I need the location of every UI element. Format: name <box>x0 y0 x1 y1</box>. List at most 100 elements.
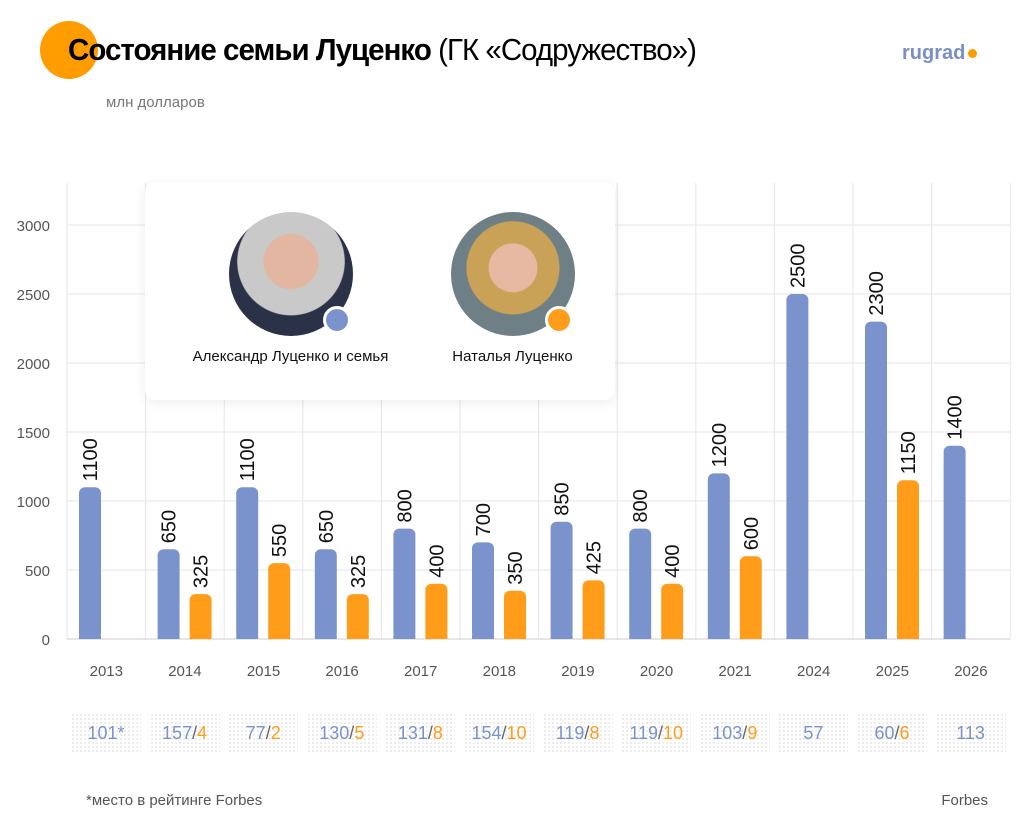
bar-alexander <box>472 542 494 639</box>
forbes-rank: 113 <box>935 713 1006 753</box>
forbes-rank: 57 <box>778 713 849 753</box>
bar-base <box>189 635 212 639</box>
orange-series-marker-icon <box>544 306 573 334</box>
bar-natalia <box>189 594 212 639</box>
blue-series-marker-icon <box>322 306 351 334</box>
rank-natalia: 8 <box>589 723 600 743</box>
data-label: 2300 <box>866 271 888 316</box>
bar-natalia <box>897 480 919 639</box>
bar-natalia <box>425 583 448 639</box>
rank-alexander: 154 <box>471 723 502 743</box>
bar-alexander <box>943 445 966 639</box>
y-tick-label: 0 <box>42 632 50 649</box>
data-label: 700 <box>473 503 495 536</box>
bar-base <box>786 635 809 639</box>
bar-base <box>943 635 966 639</box>
bar-base <box>314 635 337 639</box>
x-tick-label: 2014 <box>168 663 201 680</box>
bar-alexander <box>786 294 809 639</box>
bar-base <box>504 635 526 639</box>
forbes-rank: 101* <box>71 713 141 753</box>
bar-alexander <box>236 487 259 639</box>
chart-title: Состояние семьи Луценко (ГК «Содружество… <box>68 32 697 68</box>
data-label: 650 <box>316 510 338 543</box>
rank-natalia: 6 <box>899 723 910 743</box>
x-tick-label: 2020 <box>640 663 673 680</box>
bar-base <box>236 635 259 639</box>
rank-separator: / <box>427 723 433 743</box>
rank-alexander: 77 <box>245 723 266 743</box>
alexander-photo <box>228 212 353 336</box>
data-label: 550 <box>269 524 291 557</box>
rank-alexander: 119 <box>629 723 659 743</box>
data-label: 1100 <box>237 438 259 481</box>
bar-natalia <box>582 580 605 639</box>
data-label: 400 <box>426 544 448 577</box>
forbes-rank: 157/4 <box>149 713 220 753</box>
x-tick-label: 2013 <box>90 663 123 680</box>
logo: rugrad <box>902 42 978 65</box>
forbes-rank: 154/10 <box>464 713 534 753</box>
rank-natalia: 5 <box>354 723 365 743</box>
bar-base <box>661 635 684 639</box>
data-label: 1150 <box>898 431 920 474</box>
bar-natalia <box>504 590 526 639</box>
bar-base <box>393 635 416 639</box>
data-label: 1100 <box>80 438 102 481</box>
bar-natalia <box>739 556 762 639</box>
y-tick-label: 500 <box>25 563 50 580</box>
rank-alexander: 131 <box>397 723 428 743</box>
bar-base <box>79 635 101 639</box>
bar-natalia <box>268 563 291 639</box>
natalia-photo <box>450 212 575 336</box>
data-label: 1400 <box>945 395 967 440</box>
rank-natalia: 8 <box>432 723 443 743</box>
bar-alexander <box>79 487 101 639</box>
bar-base <box>582 635 605 639</box>
x-tick-label: 2016 <box>325 663 358 680</box>
bar-alexander <box>707 473 730 639</box>
x-tick-label: 2018 <box>483 663 516 680</box>
rank-separator: / <box>192 723 198 743</box>
data-label: 800 <box>630 489 652 522</box>
data-label: 850 <box>552 482 574 515</box>
data-label: 325 <box>348 555 370 588</box>
bar-base <box>629 635 652 639</box>
bar-alexander <box>314 549 337 639</box>
rank-natalia: 2 <box>270 723 281 743</box>
x-tick-label: 2021 <box>718 663 751 680</box>
legend-card: Александр Луценко и семья Наталья Луценк… <box>145 182 615 400</box>
source: Forbes <box>941 792 988 809</box>
title-bold: Состояние семьи Луценко <box>68 32 432 67</box>
data-label: 2500 <box>787 244 809 289</box>
y-tick-label: 1000 <box>17 494 50 511</box>
rank-separator: / <box>658 723 664 743</box>
x-tick-label: 2025 <box>876 663 909 680</box>
bar-alexander <box>550 521 573 639</box>
data-label: 800 <box>394 489 416 522</box>
data-label: 425 <box>584 541 606 574</box>
forbes-rank: 60/6 <box>857 713 927 753</box>
bar-alexander <box>157 549 180 639</box>
bar-base <box>897 635 919 639</box>
rank-separator: / <box>742 723 748 743</box>
bar-base <box>707 635 730 639</box>
rank-alexander: 157 <box>162 723 193 743</box>
legend-item-alexander: Александр Луценко и семья <box>173 212 408 365</box>
x-tick-label: 2026 <box>954 663 987 680</box>
forbes-rank: 119/10 <box>621 713 692 753</box>
rank-natalia: 4 <box>197 723 208 743</box>
rank-alexander: 119 <box>555 723 585 743</box>
title-accent-dot <box>40 21 98 79</box>
data-label: 350 <box>505 551 527 584</box>
logo-text: rugrad <box>902 42 966 64</box>
rank-separator: / <box>501 723 507 743</box>
y-tick-label: 2500 <box>17 287 50 304</box>
bar-base <box>346 635 369 639</box>
bar-alexander <box>393 528 416 639</box>
forbes-rank: 131/8 <box>385 713 456 753</box>
legend-item-natalia: Наталья Луценко <box>435 212 590 365</box>
forbes-rank: 103/9 <box>699 713 770 753</box>
legend-label: Наталья Луценко <box>452 348 573 365</box>
